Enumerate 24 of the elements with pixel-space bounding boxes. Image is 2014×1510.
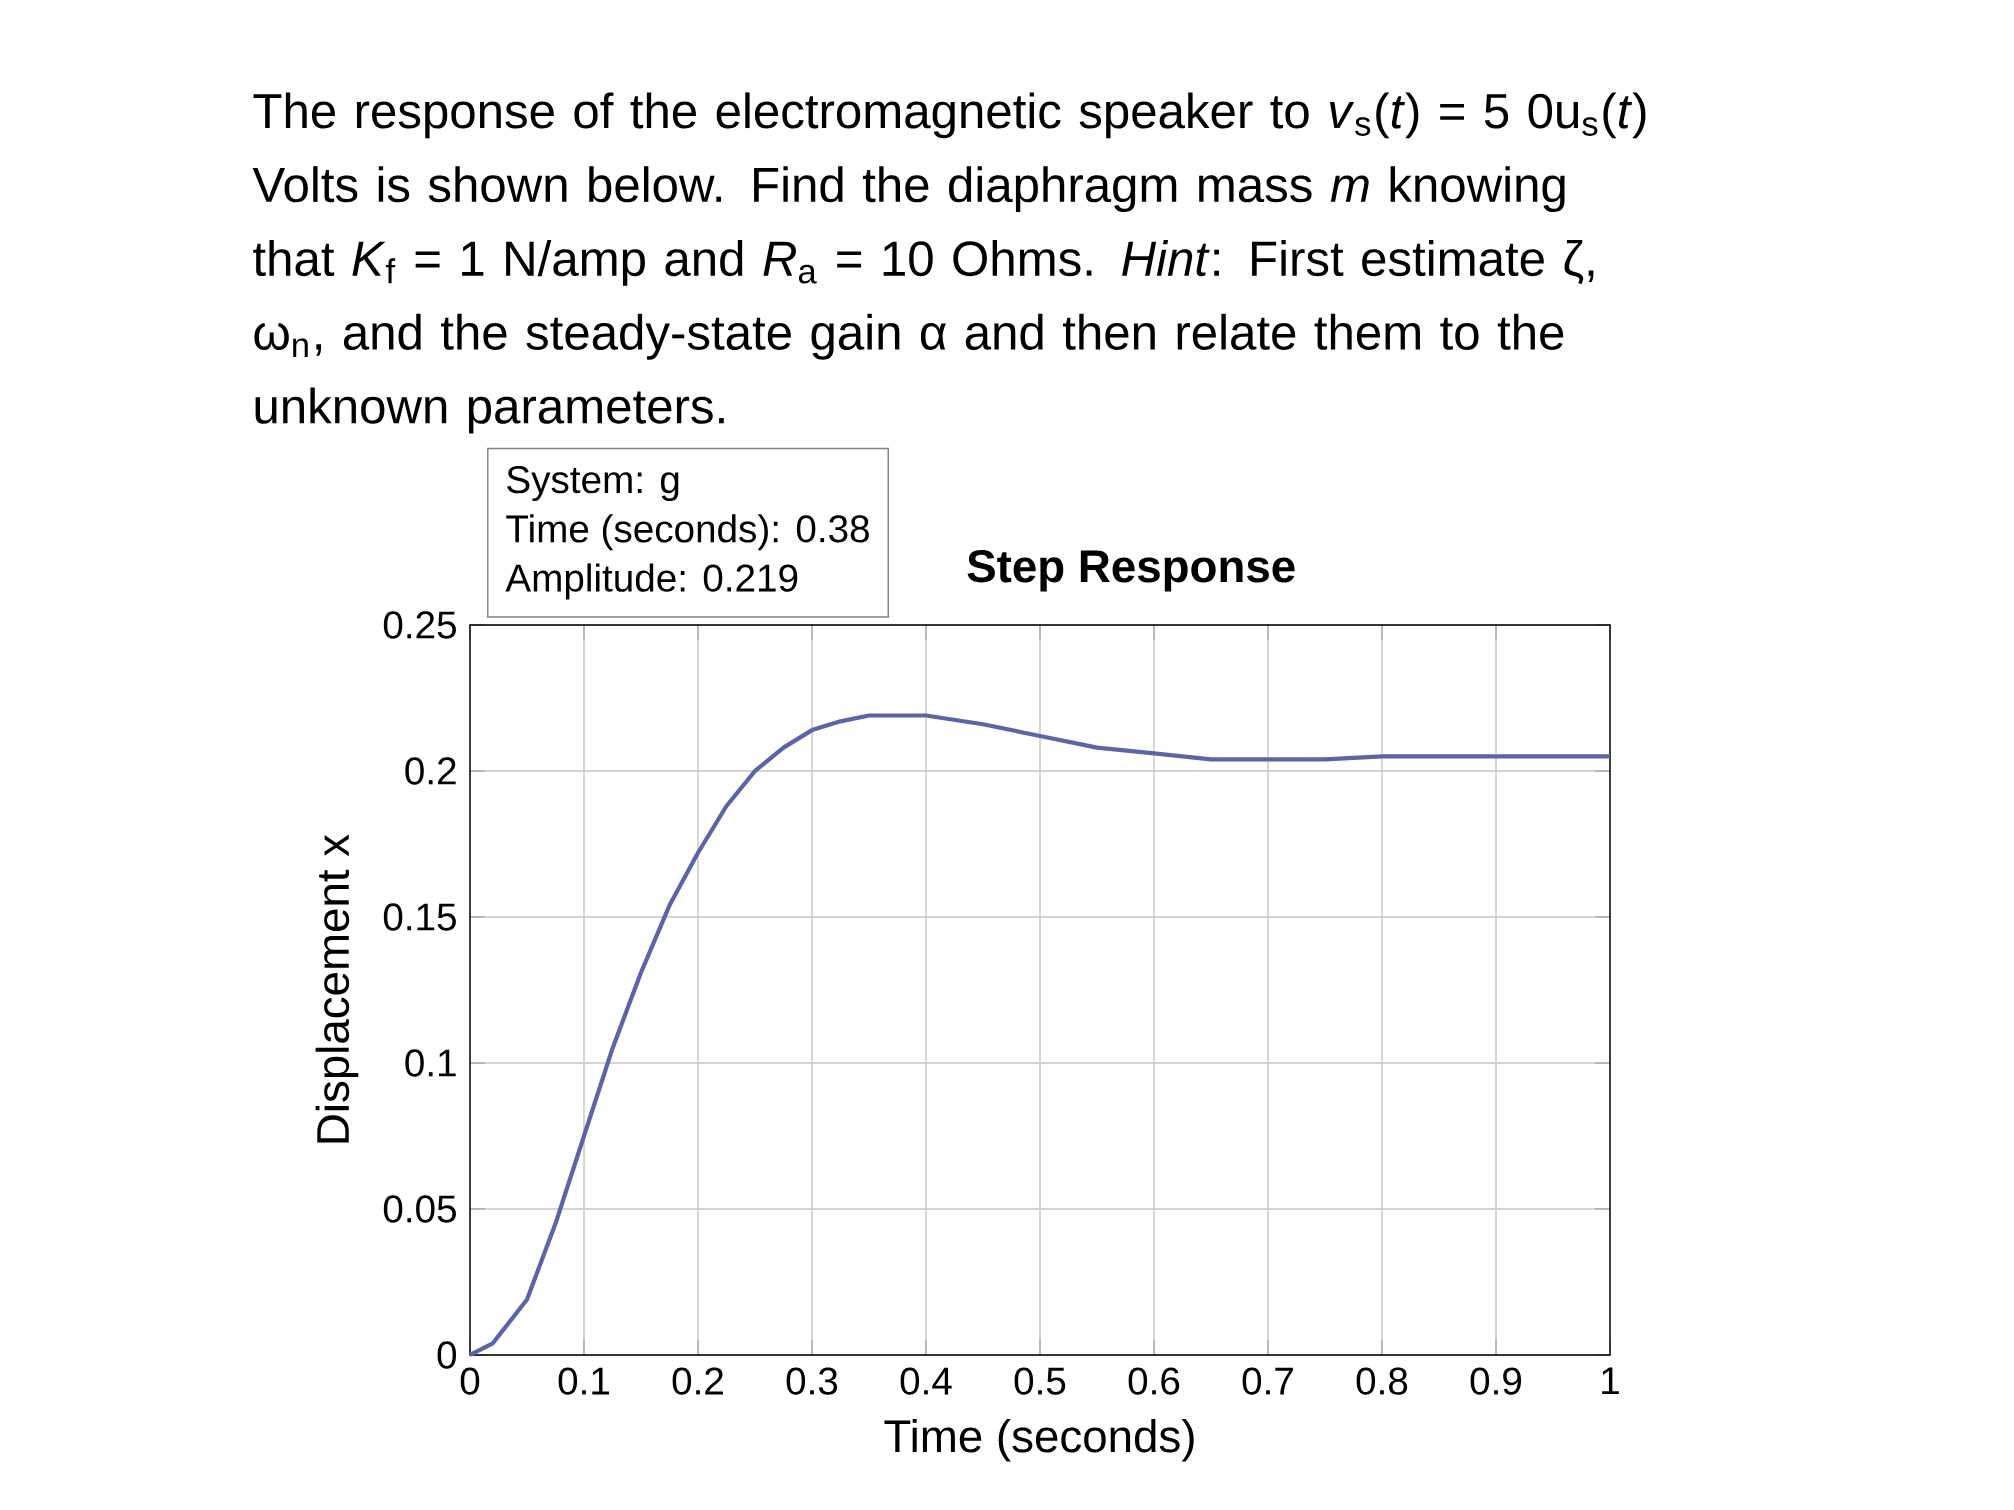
x-tick-label: 0.2 [672,1367,723,1395]
x-tick-label: 0.7 [1242,1367,1293,1395]
x-tick-label: 0.6 [1128,1367,1180,1395]
y-tick-label: 0.05 [383,1195,456,1223]
x-tick-label: 0.8 [1356,1367,1408,1395]
x-tick-label: 0.9 [1470,1367,1522,1395]
text: The response of the electromagnetic speaker to v$_{s}$(t) = 5 0u$_{s}$(t) Volts is shown below. Find the diaphragm mass m knowing that K$_{f}$ = 1 N/amp and R$_{a}$ = 10 Ohms. Hint: First estimate ζ, ω$_{n}$, and the steady-state gain α and then relate them to the unknown parameters. [252,92,1646,434]
y-tick-label: 0.15 [383,903,456,931]
x-tick-label: 1 [1602,1367,1619,1394]
x-tick-label: 0.4 [900,1367,952,1395]
y-tick-label: 0.1 [405,1049,456,1077]
x-tick-label: 0.1 [558,1367,609,1395]
x-tick-label: 0 [460,1367,480,1395]
y-tick-label: 0.25 [383,611,456,639]
x-tick-label: 0.3 [786,1367,838,1395]
y-tick-label: 0 [437,1341,457,1369]
x-axis-title: Time (seconds) [884,1418,1194,1462]
text: Time (seconds): 0.38 [506,514,869,551]
y-tick-label: 0.2 [405,757,456,785]
chart-title: Step Response [967,550,1295,592]
text: Amplitude: 0.219 [505,563,798,600]
x-tick-label: 0.5 [1014,1367,1066,1395]
y-axis-title: Displacement x [315,834,359,1143]
text: System: g [507,466,679,501]
